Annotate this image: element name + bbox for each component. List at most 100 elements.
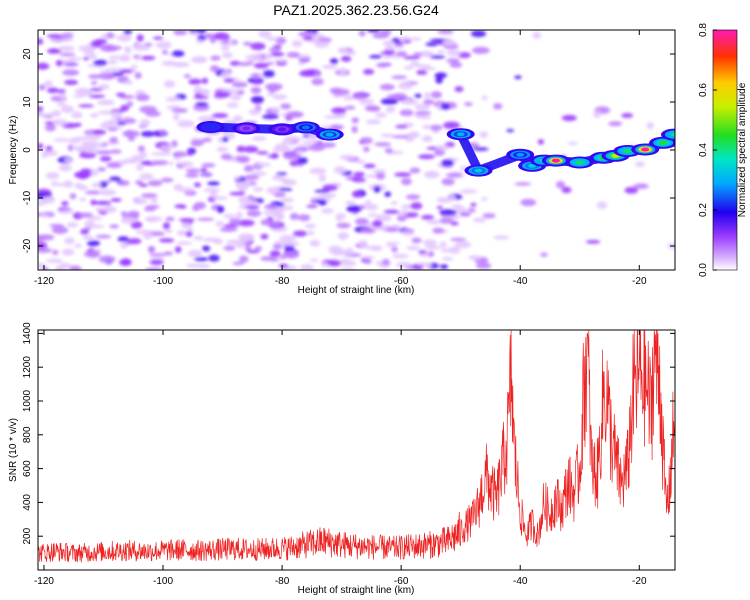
colorbar-tick-label: 0.0 bbox=[698, 263, 709, 277]
spectrogram-noise-blob bbox=[197, 115, 216, 123]
spectrogram-noise-blob bbox=[44, 80, 53, 88]
spectrogram-ridge-point bbox=[659, 140, 668, 145]
spectrogram-ridge-point bbox=[301, 125, 310, 130]
spectrogram-noise-blob bbox=[449, 62, 463, 68]
snr-xtick-label: -40 bbox=[513, 576, 528, 587]
spectrogram-noise-blob bbox=[439, 241, 448, 248]
spectrogram-noise-blob bbox=[98, 110, 115, 115]
spectrogram-noise-blob bbox=[329, 87, 343, 94]
snr-xtick-label: -20 bbox=[632, 576, 647, 587]
spectrogram-noise-blob bbox=[556, 181, 565, 189]
spectrogram-noise-blob bbox=[98, 72, 116, 80]
spectrogram-noise-blob bbox=[432, 227, 445, 234]
spectrogram-noise-blob bbox=[119, 54, 131, 62]
spectrogram-noise-blob bbox=[439, 217, 454, 224]
spectrogram-noise-blob bbox=[136, 164, 144, 171]
spectrogram-noise-blob bbox=[271, 221, 281, 227]
spectrogram-noise-blob bbox=[309, 239, 321, 247]
spectrogram-noise-blob bbox=[251, 171, 267, 176]
spectrogram-noise-blob bbox=[340, 55, 352, 62]
spectrogram-noise-blob bbox=[386, 94, 401, 99]
spectrogram-noise-blob bbox=[449, 246, 461, 254]
spectrogram-noise-blob bbox=[532, 31, 542, 39]
spectrogram-noise-blob bbox=[250, 96, 264, 104]
spectrogram-noise-blob bbox=[193, 182, 202, 188]
colorbar-tick-label: 0.2 bbox=[698, 203, 709, 217]
spectrogram-noise-blob bbox=[193, 235, 204, 241]
spectrogram-noise-blob bbox=[174, 246, 182, 253]
spectrogram-noise-blob bbox=[400, 209, 408, 215]
spectrogram-noise-blob bbox=[266, 36, 279, 41]
spectrogram-noise-blob bbox=[401, 177, 412, 186]
spectrogram-noise-blob bbox=[355, 218, 369, 225]
spectrogram-noise-blob bbox=[405, 194, 421, 200]
spectrogram-noise-blob bbox=[470, 30, 487, 38]
spectrogram-noise-blob bbox=[278, 205, 294, 211]
spectrogram-noise-blob bbox=[215, 221, 225, 227]
spectrogram-noise-blob bbox=[38, 234, 46, 242]
spectrogram-noise-blob bbox=[353, 95, 368, 100]
spectrogram-noise-blob bbox=[127, 135, 135, 142]
spectrogram-noise-blob bbox=[200, 167, 207, 173]
spectrogram-noise-blob bbox=[329, 124, 345, 130]
spectrogram-noise-blob bbox=[139, 173, 154, 181]
spectrogram-noise-blob bbox=[384, 147, 393, 154]
spectrogram-noise-blob bbox=[119, 69, 133, 74]
spectrogram-noise-blob bbox=[363, 146, 370, 153]
spectrogram-noise-blob bbox=[314, 41, 329, 48]
spectrogram-noise-blob bbox=[422, 124, 432, 130]
spectrogram-noise-blob bbox=[140, 55, 156, 61]
snr-series-line bbox=[38, 330, 675, 563]
spectrogram-noise-blob bbox=[363, 163, 376, 169]
spectrogram-noise-blob bbox=[56, 38, 74, 42]
spectrogram-noise-blob bbox=[67, 144, 74, 152]
spectrogram-noise-blob bbox=[235, 241, 246, 249]
spectrogram-noise-blob bbox=[251, 73, 261, 78]
spectrogram-noise-blob bbox=[258, 30, 272, 38]
colorbar-ticks: 0.0 0.2 0.4 0.6 0.8 bbox=[698, 23, 717, 277]
spectrogram-noise-blob bbox=[390, 201, 398, 205]
spectrogram-noise-blob bbox=[74, 122, 82, 127]
spectrogram-noise-blob bbox=[435, 144, 450, 151]
spectrogram-noise-blob bbox=[97, 99, 115, 106]
spectrogram-noise-blob bbox=[171, 140, 178, 148]
spectrogram-noise-blob bbox=[177, 120, 195, 128]
spectrogram-noise-blob bbox=[367, 105, 381, 112]
spectrogram-noise-blob bbox=[98, 255, 116, 263]
spectrogram-noise-blob bbox=[270, 152, 279, 159]
spectrogram-noise-blob bbox=[391, 75, 408, 80]
spectrogram-noise-blob bbox=[89, 88, 103, 92]
spectrogram-noise-blob bbox=[52, 119, 68, 126]
spectrogram-noise-blob bbox=[351, 125, 358, 134]
spectrogram-ridge-point bbox=[474, 168, 483, 173]
spectrogram-noise-blob bbox=[426, 219, 441, 225]
spectrogram-noise-blob bbox=[95, 234, 112, 239]
spectrogram-noise-blob bbox=[228, 218, 241, 225]
spectrogram-noise-blob bbox=[506, 129, 515, 133]
spectrogram-ylabel: Frequency (Hz) bbox=[8, 116, 19, 185]
spectrogram-noise-blob bbox=[429, 124, 443, 131]
spectrogram-noise-blob bbox=[160, 145, 175, 150]
spectrogram-noise-blob bbox=[74, 171, 92, 179]
spectrogram-noise-blob bbox=[239, 255, 249, 263]
colorbar-tick-label: 0.6 bbox=[698, 83, 709, 97]
spectrogram-noise-blob bbox=[283, 241, 301, 246]
spectrogram-noise-blob bbox=[260, 219, 273, 226]
spectrogram-noise-blob bbox=[367, 30, 381, 33]
spectrogram-noise-blob bbox=[124, 80, 133, 85]
spectrogram-noise-blob bbox=[407, 37, 422, 41]
spectrogram-noise-blob bbox=[161, 60, 178, 66]
spectrogram-noise-blob bbox=[188, 78, 202, 85]
spectrogram-noise-blob bbox=[384, 191, 392, 197]
spectrogram-noise-blob bbox=[136, 34, 144, 42]
spectrogram-noise-blob bbox=[46, 34, 63, 38]
spectrogram-ridge-point bbox=[206, 125, 215, 129]
spectrogram-noise-blob bbox=[395, 124, 408, 129]
spectrogram-noise-blob bbox=[38, 111, 45, 118]
spectrogram-noise-blob bbox=[221, 71, 231, 78]
spectrogram-noise-blob bbox=[161, 151, 172, 156]
spectrogram-noise-blob bbox=[222, 136, 229, 142]
spectrogram-noise-blob bbox=[283, 251, 300, 259]
spectrogram-noise-blob bbox=[277, 147, 294, 151]
spectrogram-noise-blob bbox=[117, 34, 132, 42]
